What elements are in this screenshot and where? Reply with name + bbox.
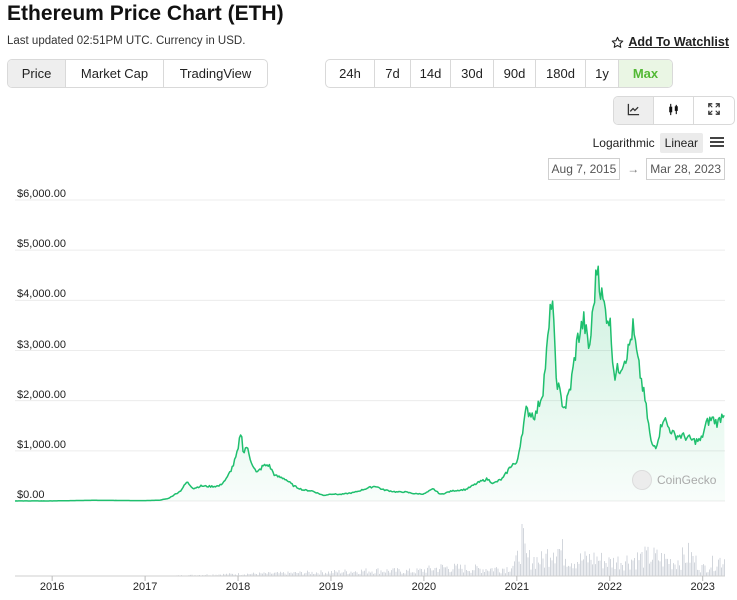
coingecko-logo-icon (632, 470, 652, 490)
x-axis-label: 2016 (39, 581, 65, 593)
star-icon (611, 36, 624, 49)
logarithmic-option[interactable]: Logarithmic (592, 136, 655, 150)
expand-icon (708, 103, 720, 118)
scale-toggle: Logarithmic Linear (588, 133, 725, 153)
range-max-button[interactable]: Max (619, 60, 672, 87)
y-axis-label: $5,000.00 (17, 238, 66, 251)
fullscreen-button[interactable] (694, 97, 734, 124)
x-axis-label: 2023 (690, 581, 715, 593)
watermark-text: CoinGecko (657, 473, 717, 487)
page-title: Ethereum Price Chart (ETH) (7, 2, 284, 25)
add-to-watchlist-link[interactable]: Add To Watchlist (611, 35, 729, 49)
linear-option[interactable]: Linear (659, 133, 703, 153)
x-axis-label: 2020 (411, 581, 437, 593)
range-24h-button[interactable]: 24h (326, 60, 375, 87)
last-updated-text: Last updated 02:51PM UTC. Currency in US… (7, 35, 246, 47)
end-date-input[interactable]: Mar 28, 2023 (646, 158, 725, 180)
line-chart-button[interactable] (614, 97, 654, 124)
chart-type-tabs (613, 96, 735, 125)
price-area-fill (15, 266, 725, 501)
range-1y-button[interactable]: 1y (586, 60, 619, 87)
tab-price[interactable]: Price (8, 60, 66, 87)
range-90d-button[interactable]: 90d (494, 60, 536, 87)
y-axis-label: $6,000.00 (17, 188, 66, 200)
y-axis-label: $2,000.00 (17, 388, 66, 401)
x-axis-label: 2018 (225, 581, 251, 593)
range-30d-button[interactable]: 30d (451, 60, 494, 87)
coingecko-watermark: CoinGecko (632, 470, 716, 490)
start-date-input[interactable]: Aug 7, 2015 (547, 158, 621, 180)
x-axis-label: 2021 (504, 581, 530, 593)
range-7d-button[interactable]: 7d (375, 60, 411, 87)
time-range-tabs: 24h 7d 14d 30d 90d 180d 1y Max (325, 59, 673, 88)
y-axis-label: $1,000.00 (17, 438, 66, 451)
y-axis-label: $0.00 (17, 489, 45, 501)
candlestick-button[interactable] (654, 97, 694, 124)
x-axis-label: 2017 (132, 581, 158, 593)
range-14d-button[interactable]: 14d (411, 60, 451, 87)
x-axis-label: 2022 (597, 581, 622, 593)
tab-tradingview[interactable]: TradingView (179, 66, 252, 81)
watchlist-label: Add To Watchlist (628, 35, 729, 49)
line-chart-icon (627, 103, 640, 119)
x-axis-label: 2019 (318, 581, 344, 593)
y-axis-label: $3,000.00 (17, 338, 66, 351)
price-line (14, 265, 725, 502)
range-180d-button[interactable]: 180d (536, 60, 586, 87)
y-axis-label: $4,000.00 (17, 288, 66, 301)
tab-market-cap[interactable]: Market Cap (66, 60, 164, 87)
date-range-picker: Aug 7, 2015 → Mar 28, 2023 (547, 158, 725, 180)
date-range-arrow: → (627, 162, 640, 176)
candlestick-icon (667, 103, 680, 119)
hamburger-menu-icon (709, 135, 725, 152)
view-tabs: Price Market Cap TradingView (7, 59, 268, 88)
chart-menu-button[interactable] (709, 135, 725, 152)
